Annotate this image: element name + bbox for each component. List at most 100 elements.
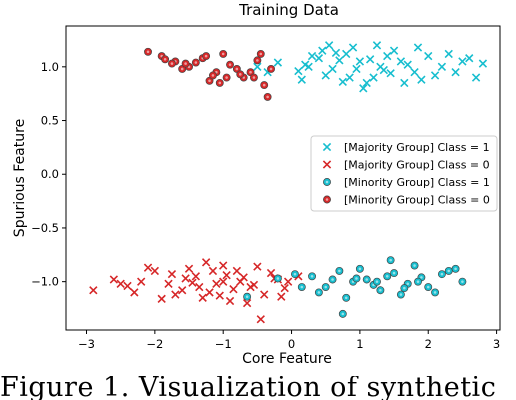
y-tick-label: 1.0 xyxy=(41,60,59,74)
point-s3-16 xyxy=(263,92,272,101)
point-s0-37 xyxy=(324,41,334,50)
point-s0-28 xyxy=(430,71,440,80)
point-s1-39 xyxy=(195,282,204,292)
point-s1-18 xyxy=(266,268,276,278)
point-s0-20 xyxy=(389,46,399,55)
point-s0-17 xyxy=(417,75,426,84)
point-s0-25 xyxy=(273,58,283,67)
point-s0-11 xyxy=(348,43,358,52)
point-s3-12 xyxy=(219,49,228,58)
y-tick-label: −0.5 xyxy=(31,221,59,235)
point-s1-31 xyxy=(188,278,197,287)
point-s1-27 xyxy=(201,258,211,267)
point-s3-0 xyxy=(144,47,152,56)
point-s1-14 xyxy=(280,283,289,293)
point-s1-5 xyxy=(205,288,214,297)
point-s1-42 xyxy=(222,271,231,280)
point-s1-10 xyxy=(219,261,228,270)
point-s2-2 xyxy=(335,266,344,275)
point-s1-19 xyxy=(212,279,221,288)
point-s1-26 xyxy=(242,298,252,308)
point-s0-12 xyxy=(362,78,371,88)
point-s1-37 xyxy=(208,266,218,276)
legend-marker-2 xyxy=(323,178,331,186)
point-s0-16 xyxy=(335,56,344,65)
legend: [Majority Group] Class = 1 [Majority Grou… xyxy=(310,135,498,212)
point-s1-11 xyxy=(198,293,207,302)
point-s0-31 xyxy=(359,84,368,93)
legend-label-0: [Majority Group] Class = 1 xyxy=(344,141,490,154)
x-tick-label: −1 xyxy=(215,337,232,351)
legend-label-2: [Minority Group] Class = 1 xyxy=(344,176,490,189)
point-s0-34 xyxy=(297,75,306,84)
point-s1-9 xyxy=(260,290,269,299)
point-s0-44 xyxy=(379,65,388,75)
legend-marker-0 xyxy=(322,142,332,152)
point-s1-24 xyxy=(283,277,293,286)
point-s0-22 xyxy=(403,60,412,69)
point-s0-9 xyxy=(294,66,303,76)
point-s3-8 xyxy=(253,56,262,65)
point-s0-2 xyxy=(383,51,392,61)
figure-caption: Figure 1. Visualization of synthetic xyxy=(0,376,497,400)
legend-label-1: [Majority Group] Class = 0 xyxy=(344,159,490,172)
point-s2-30 xyxy=(243,292,252,301)
x-tick-label: 0 xyxy=(288,337,295,351)
point-s1-30 xyxy=(229,285,238,294)
point-s0-40 xyxy=(458,57,467,66)
x-tick-label: 3 xyxy=(493,337,500,351)
point-s0-33 xyxy=(386,69,395,78)
point-s3-17 xyxy=(222,73,231,82)
point-s2-21 xyxy=(437,270,446,279)
point-s1-16 xyxy=(225,296,235,306)
point-s1-15 xyxy=(184,264,194,273)
point-s2-31 xyxy=(273,274,282,283)
x-tick-label: −3 xyxy=(78,337,95,351)
x-tick-label: −2 xyxy=(146,337,163,351)
legend-box xyxy=(310,135,498,212)
point-s2-28 xyxy=(400,284,409,293)
point-s2-29 xyxy=(414,277,422,286)
point-s1-3 xyxy=(164,279,173,288)
point-s0-1 xyxy=(328,64,337,74)
point-s1-8 xyxy=(137,277,146,286)
point-s0-45 xyxy=(471,73,481,82)
point-s2-19 xyxy=(328,275,337,284)
point-s3-9 xyxy=(260,81,269,90)
point-s2-9 xyxy=(431,288,440,297)
point-s0-42 xyxy=(304,62,313,71)
axis-ticks: −3 −2 −1 0 1 2 3 −1.0 −0.5 0.0 0.5 1.0 xyxy=(31,60,500,351)
point-s3-18 xyxy=(167,59,176,68)
point-s3-6 xyxy=(226,60,234,69)
point-s1-44 xyxy=(277,292,286,301)
point-s0-38 xyxy=(413,43,423,52)
point-s0-39 xyxy=(400,78,409,88)
point-s3-27 xyxy=(267,65,275,73)
point-s1-22 xyxy=(109,275,119,284)
point-s0-32 xyxy=(338,77,347,87)
point-s0-29 xyxy=(318,46,327,55)
point-s0-10 xyxy=(396,57,406,66)
point-s0-4 xyxy=(410,68,419,77)
legend-label-3: [Minority Group] Class = 0 xyxy=(344,194,490,207)
point-s2-4 xyxy=(362,275,371,284)
point-s3-14 xyxy=(191,58,200,67)
point-s1-7 xyxy=(178,286,187,295)
point-s0-6 xyxy=(369,73,378,82)
legend-marker-1 xyxy=(322,160,332,169)
scatter-chart: Training Data −3 −2 −1 0 1 2 3 −1.0 −0.5 0.0 0.5 1.… xyxy=(12,1,501,367)
point-s1-17 xyxy=(123,281,132,291)
point-s0-41 xyxy=(365,55,375,64)
point-s2-16 xyxy=(396,290,405,299)
point-s1-43 xyxy=(116,279,125,288)
x-tick-label: 2 xyxy=(425,337,432,351)
legend-marker-3 xyxy=(323,195,331,204)
point-s0-27 xyxy=(478,59,488,68)
point-s0-24 xyxy=(465,54,474,63)
data-marks xyxy=(89,41,488,324)
point-s1-21 xyxy=(253,262,262,271)
point-s3-22 xyxy=(181,59,190,68)
point-s0-21 xyxy=(352,64,361,74)
point-s3-19 xyxy=(202,52,211,61)
point-s2-10 xyxy=(444,266,453,275)
